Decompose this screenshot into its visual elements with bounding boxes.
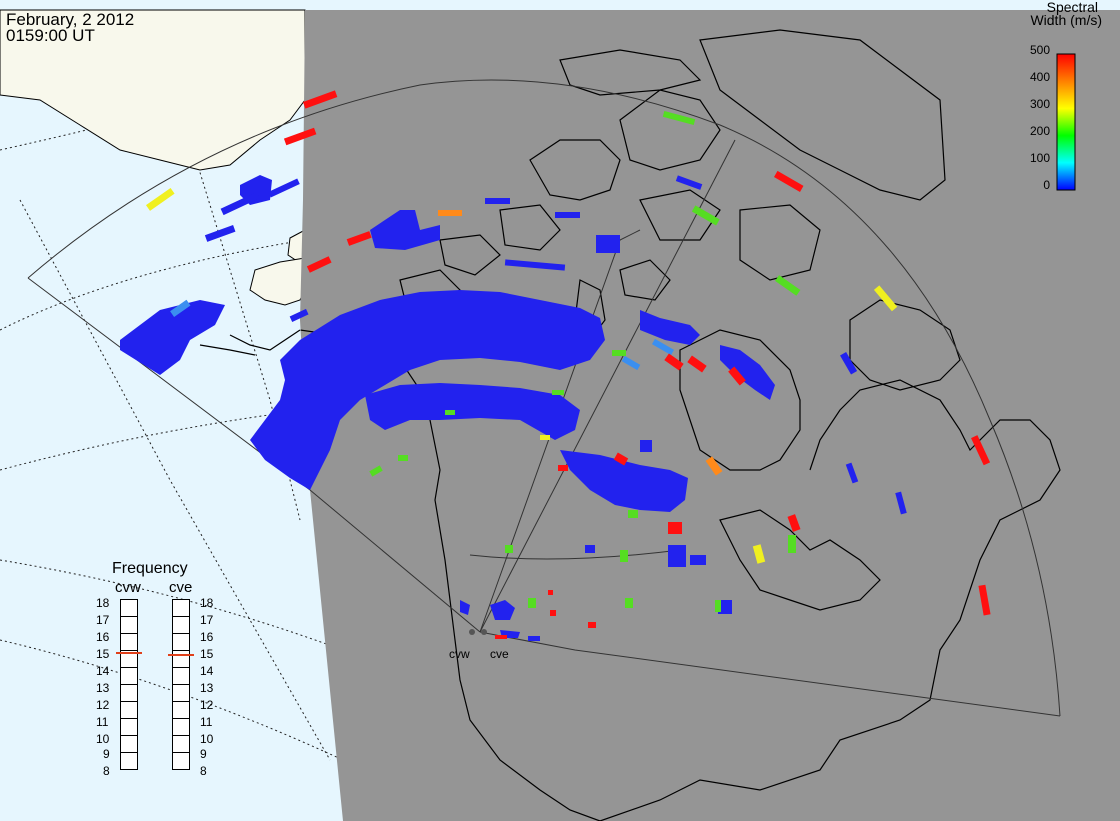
frequency-marker-cve	[168, 654, 194, 656]
frequency-tick-8-left: 8	[103, 764, 110, 778]
colorbar	[1056, 53, 1076, 191]
coastlines-dayside	[199, 329, 301, 356]
frequency-tick-12-right: 12	[200, 698, 214, 712]
frequency-tick-15-right: 15	[200, 647, 214, 661]
frequency-tick-16-right: 16	[200, 630, 214, 644]
frequency-marker-cvw	[116, 652, 142, 654]
frequency-tick-14-right: 14	[200, 664, 214, 678]
site-label-cve: cve	[490, 647, 509, 661]
colorbar-title-line2: Width (m/s)	[1030, 12, 1102, 28]
frequency-tick-10-left: 10	[96, 732, 110, 746]
frequency-tick-10-right: 10	[200, 732, 214, 746]
backscatter-orange	[438, 210, 723, 476]
frequency-tick-18-left: 18	[96, 596, 110, 610]
site-cvw-marker	[469, 629, 475, 635]
frequency-tick-14-left: 14	[96, 664, 110, 678]
time-label: 0159:00 UT	[6, 26, 95, 45]
frequency-tick-13-right: 13	[200, 681, 214, 695]
coastlines	[300, 29, 1061, 821]
frequency-tick-17-right: 17	[200, 613, 214, 627]
colorbar-tick-200: 200	[1029, 124, 1050, 138]
backscatter-green	[369, 110, 801, 612]
frequency-tick-15-left: 15	[96, 647, 110, 661]
colorbar-tick-400: 400	[1029, 70, 1050, 84]
frequency-tick-11-left: 11	[96, 715, 109, 729]
frequency-tick-13-left: 13	[96, 681, 110, 695]
frequency-column-cve: cve	[169, 579, 193, 596]
backscatter-yellow	[145, 187, 898, 564]
frequency-ladder-cve	[172, 599, 190, 770]
frequency-tick-16-left: 16	[96, 630, 110, 644]
site-cve-marker	[481, 629, 487, 635]
colorbar-tick-300: 300	[1029, 97, 1050, 111]
backscatter-red	[283, 90, 991, 639]
frequency-tick-9-right: 9	[200, 747, 207, 761]
colorbar-tick-500: 500	[1029, 43, 1050, 57]
frequency-ladder-cvw	[120, 599, 138, 770]
frequency-tick-11-right: 11	[200, 715, 213, 729]
date-label: February, 2 2012	[6, 10, 135, 29]
colorbar-tick-100: 100	[1029, 151, 1050, 165]
frequency-tick-12-left: 12	[96, 698, 110, 712]
frequency-tick-18-right: 18	[200, 596, 214, 610]
field-of-view	[27, 79, 1061, 717]
frequency-column-cvw: cvw	[115, 579, 141, 596]
backscatter-blue	[120, 175, 907, 641]
backscatter-cyan	[170, 299, 675, 371]
frequency-title: Frequency	[112, 560, 188, 577]
site-label-cvw: cvw	[449, 647, 470, 661]
frequency-tick-9-left: 9	[103, 747, 110, 761]
colorbar-title-line1: Spectral	[1046, 0, 1098, 15]
frequency-tick-17-left: 17	[96, 613, 110, 627]
colorbar-tick-0: 0	[1043, 178, 1050, 192]
frequency-tick-8-right: 8	[200, 764, 207, 778]
